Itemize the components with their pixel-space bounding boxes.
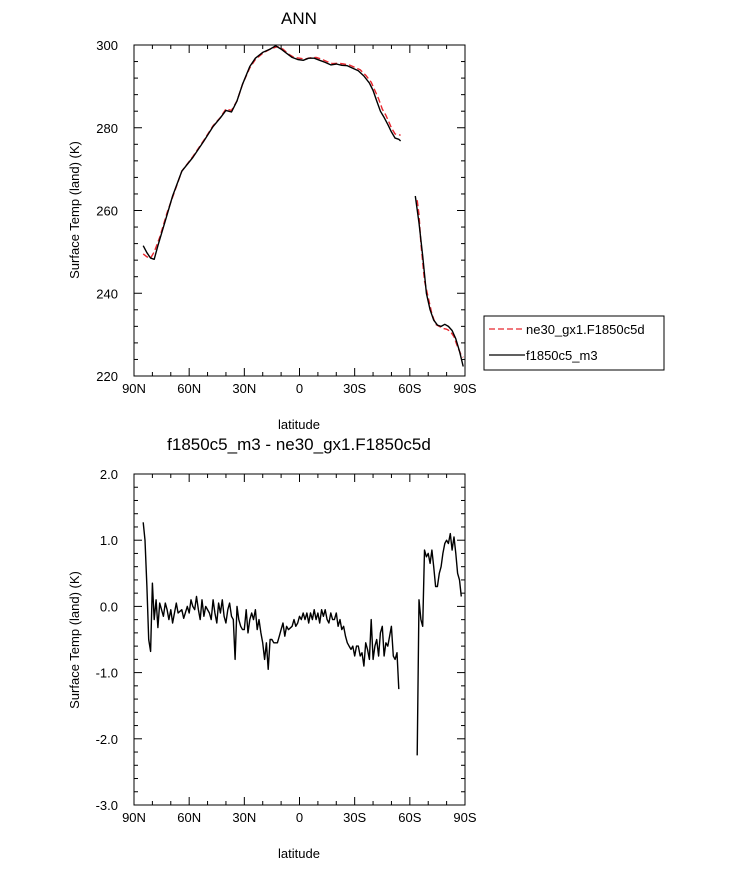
bottom-x-tick-label: 30S xyxy=(343,810,366,825)
legend-label-f1850c5: f1850c5_m3 xyxy=(526,348,598,363)
bottom-x-tick-label: 60N xyxy=(177,810,201,825)
top-y-tick-label: 240 xyxy=(96,286,118,301)
bottom-x-tick-label: 0 xyxy=(296,810,303,825)
bottom-y-tick-label: 2.0 xyxy=(100,467,118,482)
bottom-x-tick-label: 60S xyxy=(398,810,421,825)
top-series-line-0-segment-1 xyxy=(416,200,464,358)
top-series-line-1-segment-1 xyxy=(414,195,464,367)
bottom-series-line-0-segment-1 xyxy=(416,532,462,756)
bottom-y-tick-label: -3.0 xyxy=(96,798,118,813)
top-series-line-1-segment-0 xyxy=(142,45,402,260)
top-y-tick-label: 280 xyxy=(96,121,118,136)
bottom-plot-frame xyxy=(133,473,466,806)
bottom-series-group xyxy=(142,522,462,756)
top-x-tick-label: 60S xyxy=(398,381,421,396)
bottom-y-tick-label: 0.0 xyxy=(100,599,118,614)
top-x-tick-label: 30S xyxy=(343,381,366,396)
top-x-axis-label: latitude xyxy=(278,417,320,432)
bottom-y-tick-label: 1.0 xyxy=(100,533,118,548)
legend-label-ne30: ne30_gx1.F1850c5d xyxy=(526,322,645,337)
top-x-tick-label: 0 xyxy=(296,381,303,396)
bottom-ticks: 90N 60N 30N 0 30S 60S 90S -3.0 -2.0 -1.0 0.0 1.0 2.0 xyxy=(96,467,477,825)
bottom-y-tick-label: -2.0 xyxy=(96,732,118,747)
top-x-tick-label: 90S xyxy=(453,381,476,396)
top-x-tick-label: 30N xyxy=(232,381,256,396)
legend: ne30_gx1.F1850c5d f1850c5_m3 xyxy=(483,315,665,371)
bottom-x-tick-label: 90N xyxy=(122,810,146,825)
bottom-x-tick-label: 90S xyxy=(453,810,476,825)
top-y-axis-label: Surface Temp (land) (K) xyxy=(67,141,82,279)
top-panel: ANN 90N 60N 30N 0 30S 60S 90S 220 240 260 280 300 l… xyxy=(67,9,477,432)
top-plot-frame xyxy=(133,44,466,377)
top-ticks: 90N 60N 30N 0 30S 60S 90S 220 240 260 280 300 xyxy=(96,38,477,396)
top-chart-title: ANN xyxy=(281,9,317,28)
bottom-x-tick-label: 30N xyxy=(232,810,256,825)
bottom-y-tick-label: -1.0 xyxy=(96,666,118,681)
top-y-tick-label: 260 xyxy=(96,204,118,219)
legend-box xyxy=(483,315,665,371)
bottom-x-axis-label: latitude xyxy=(278,846,320,861)
top-y-tick-label: 300 xyxy=(96,38,118,53)
top-x-tick-label: 60N xyxy=(177,381,201,396)
bottom-panel: f1850c5_m3 - ne30_gx1.F1850c5d 90N 60N 30N… xyxy=(67,435,477,861)
top-x-tick-label: 90N xyxy=(122,381,146,396)
top-series-line-0-segment-0 xyxy=(142,46,401,259)
bottom-y-axis-label: Surface Temp (land) (K) xyxy=(67,571,82,709)
bottom-series-line-0-segment-0 xyxy=(142,522,400,690)
bottom-chart-title: f1850c5_m3 - ne30_gx1.F1850c5d xyxy=(167,435,431,454)
top-y-tick-label: 220 xyxy=(96,369,118,384)
top-series-group xyxy=(142,45,464,367)
